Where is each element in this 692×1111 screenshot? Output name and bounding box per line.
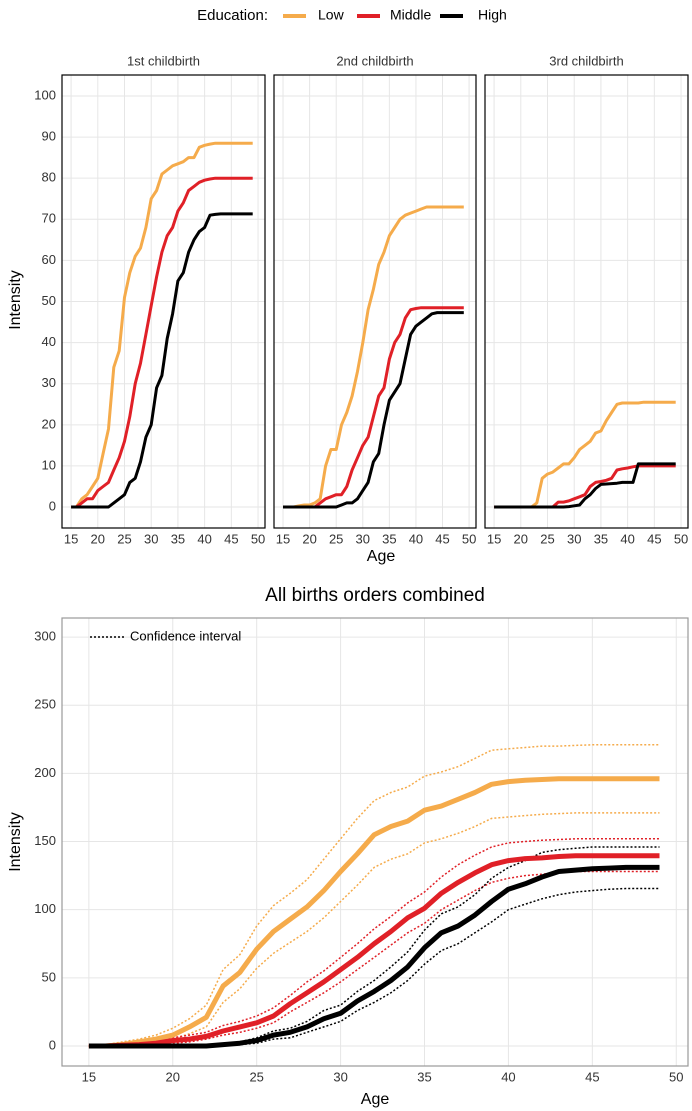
y-tick-label: 30 [42, 375, 56, 390]
x-tick-label: 15 [487, 531, 501, 546]
ci-line [88, 812, 660, 1047]
x-tick-label: 35 [594, 531, 608, 546]
x-tick-label: 40 [197, 531, 211, 546]
y-tick-label: 0 [49, 498, 56, 513]
x-tick-label: 25 [540, 531, 554, 546]
line [88, 853, 660, 1049]
y-tick-label: 70 [42, 211, 56, 226]
x-tick-label: 35 [382, 531, 396, 546]
panel-title: 1st childbirth [127, 53, 200, 68]
x-tick-label: 40 [620, 531, 634, 546]
x-tick-label: 40 [409, 531, 423, 546]
x-tick-label: 20 [302, 531, 316, 546]
y-tick-label: 80 [42, 170, 56, 185]
panel-title: 2nd childbirth [336, 53, 413, 68]
plot-border [273, 74, 477, 529]
y-tick-label: 40 [42, 334, 56, 349]
y-tick-label: 200 [34, 765, 56, 780]
x-tick-label: 15 [276, 531, 290, 546]
line [283, 205, 464, 509]
line [494, 400, 676, 509]
x-tick-label: 50 [669, 1069, 683, 1084]
legend-label: High [478, 7, 507, 23]
y-tick-label: 50 [42, 969, 56, 984]
y-tick-label: 100 [34, 87, 56, 102]
ci-line [88, 846, 660, 1047]
line [283, 306, 464, 509]
x-axis-label: Age [361, 1091, 390, 1108]
x-tick-label: 25 [249, 1069, 263, 1084]
line [283, 311, 464, 509]
ci-line [88, 744, 660, 1047]
x-tick-label: 35 [417, 1069, 431, 1084]
y-tick-label: 60 [42, 252, 56, 267]
x-tick-label: 20 [166, 1069, 180, 1084]
x-tick-label: 45 [435, 531, 449, 546]
chart-title: All births orders combined [265, 585, 485, 606]
x-tick-label: 20 [91, 531, 105, 546]
line [71, 141, 253, 509]
x-axis-label: Age [367, 548, 396, 565]
y-tick-label: 250 [34, 697, 56, 712]
y-tick-label: 50 [42, 293, 56, 308]
x-tick-label: 45 [585, 1069, 599, 1084]
line [71, 212, 253, 509]
x-tick-label: 50 [462, 531, 476, 546]
x-tick-label: 40 [501, 1069, 515, 1084]
x-tick-label: 35 [171, 531, 185, 546]
x-tick-label: 50 [674, 531, 688, 546]
y-tick-label: 100 [34, 901, 56, 916]
x-tick-label: 50 [251, 531, 265, 546]
line [71, 176, 253, 509]
x-tick-label: 30 [356, 531, 370, 546]
x-tick-label: 15 [64, 531, 78, 546]
x-tick-label: 45 [224, 531, 238, 546]
legend-label: Middle [390, 7, 431, 23]
x-tick-label: 30 [144, 531, 158, 546]
plot-border [61, 617, 689, 1067]
panel-title: 3rd childbirth [549, 53, 623, 68]
y-axis-label: Intensity [7, 270, 24, 330]
y-axis-label: Intensity [7, 812, 24, 872]
x-tick-label: 20 [514, 531, 528, 546]
line [88, 864, 660, 1049]
x-tick-label: 25 [329, 531, 343, 546]
x-tick-label: 25 [117, 531, 131, 546]
y-tick-label: 20 [42, 416, 56, 431]
legend-label: Low [318, 7, 345, 23]
x-tick-label: 30 [333, 1069, 347, 1084]
y-tick-label: 90 [42, 129, 56, 144]
line [494, 462, 676, 509]
y-tick-label: 10 [42, 457, 56, 472]
x-tick-label: 45 [647, 531, 661, 546]
y-tick-label: 300 [34, 629, 56, 644]
legend-label: Confidence interval [130, 628, 241, 643]
x-tick-label: 15 [82, 1069, 96, 1084]
legend-title: Education: [197, 7, 268, 24]
line [88, 776, 660, 1049]
plot-border [61, 74, 266, 529]
ci-line [88, 887, 660, 1047]
x-tick-label: 30 [567, 531, 581, 546]
ci-line [88, 870, 660, 1047]
plot-border [484, 74, 689, 529]
y-tick-label: 0 [49, 1037, 56, 1052]
y-tick-label: 150 [34, 833, 56, 848]
